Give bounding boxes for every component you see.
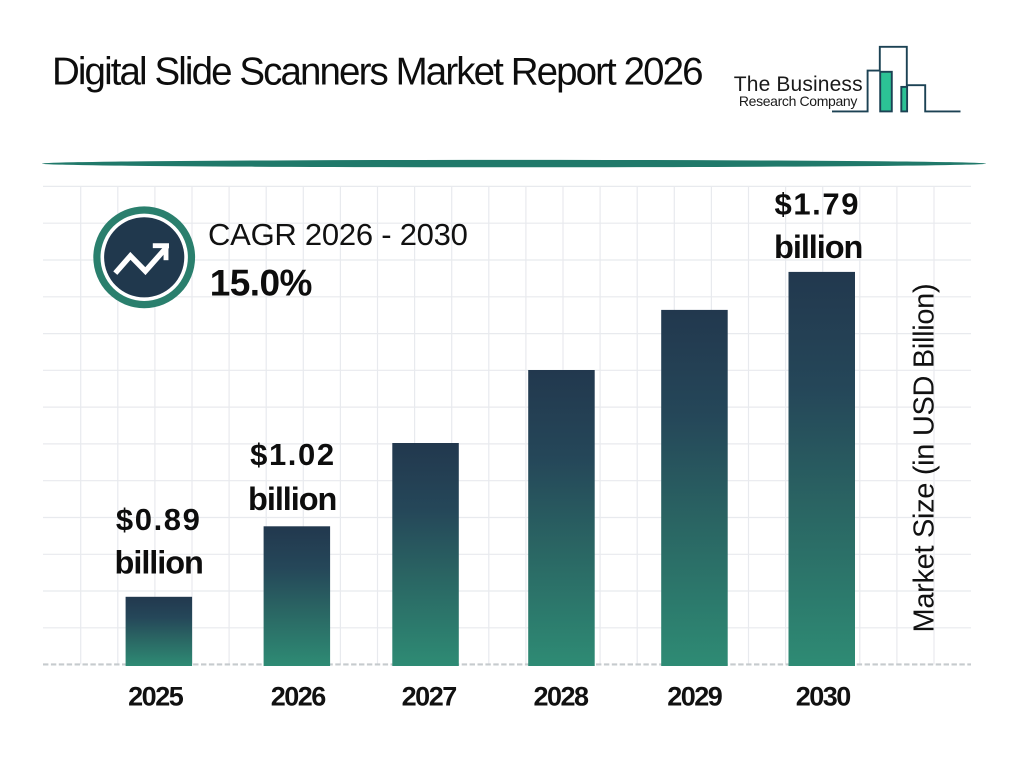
svg-text:Digital Slide Scanners Market: Digital Slide Scanners Market Report 202… (52, 50, 702, 93)
svg-text:Research Company: Research Company (739, 93, 857, 109)
svg-text:2025: 2025 (128, 681, 184, 711)
svg-text:15.0%: 15.0% (210, 263, 312, 304)
svg-text:Market Size (in USD Billion): Market Size (in USD Billion) (909, 284, 941, 633)
svg-text:CAGR 2026 - 2030: CAGR 2026 - 2030 (208, 217, 468, 252)
svg-text:2027: 2027 (402, 681, 457, 711)
svg-text:$1.79: $1.79 (775, 186, 861, 221)
svg-text:2029: 2029 (667, 681, 723, 711)
svg-text:billion: billion (248, 481, 336, 517)
svg-text:$1.02: $1.02 (250, 437, 336, 472)
svg-text:The Business: The Business (734, 73, 863, 96)
svg-text:$0.89: $0.89 (116, 502, 202, 537)
svg-text:2030: 2030 (796, 681, 851, 711)
svg-text:billion: billion (774, 229, 862, 265)
svg-text:2028: 2028 (533, 681, 589, 711)
svg-text:2026: 2026 (271, 681, 327, 711)
svg-text:billion: billion (115, 545, 203, 581)
